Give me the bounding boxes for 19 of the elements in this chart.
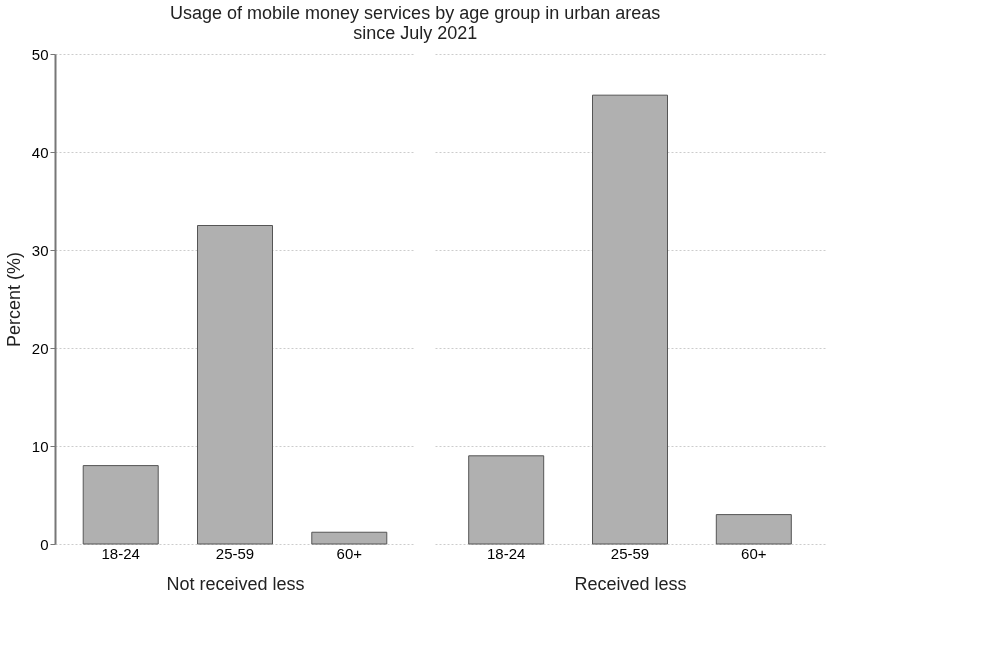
y-tick-label: 20 <box>31 339 49 357</box>
y-tick-label: 0 <box>40 535 49 553</box>
x-tick-label: 60+ <box>336 544 363 562</box>
x-tick-label: 18-24 <box>101 544 140 562</box>
y-tick-label: 30 <box>31 241 49 259</box>
x-axis-title: Not received less <box>166 573 305 594</box>
y-tick-label: 50 <box>31 45 49 63</box>
bar <box>82 465 159 545</box>
y-tick-label: 40 <box>31 143 49 161</box>
y-axis-title: Percent (%) <box>3 251 24 348</box>
bar <box>311 531 388 545</box>
x-tick-label: 25-59 <box>215 544 255 562</box>
bar <box>197 225 273 545</box>
x-tick-label: 25-59 <box>610 544 650 562</box>
x-axis-title: Received less <box>574 573 687 594</box>
x-tick-label: 18-24 <box>487 544 526 562</box>
y-tick-label: 10 <box>31 437 49 455</box>
chart-title: Usage of mobile money services by age group in urban areas since July 2021 <box>170 3 661 43</box>
x-tick-label: 60+ <box>741 544 767 562</box>
